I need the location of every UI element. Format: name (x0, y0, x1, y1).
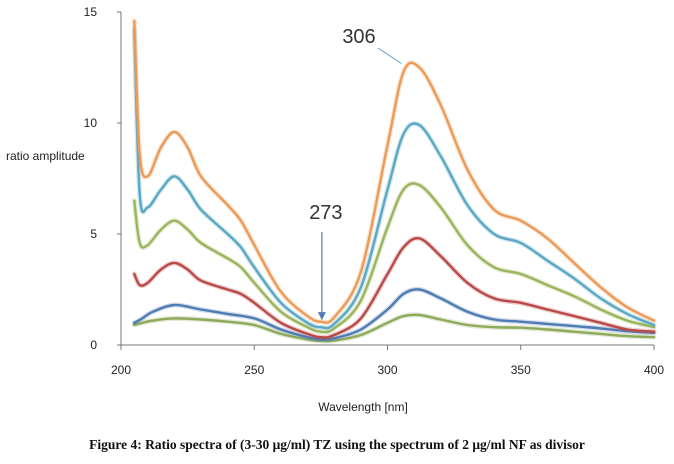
series-layer (131, 18, 657, 344)
y-tick-label: 15 (84, 5, 98, 19)
axes: 200 250 300 350 400 0 5 10 15 (84, 5, 665, 377)
valley-arrow-head (317, 312, 326, 321)
x-tick-label: 350 (511, 363, 531, 377)
series-line (133, 236, 656, 339)
y-tick-label: 5 (90, 227, 97, 241)
series-line (133, 19, 656, 324)
y-axis-label: ratio amplitude (6, 149, 85, 163)
x-tick-label: 300 (377, 363, 397, 377)
series-line (133, 182, 656, 334)
figure-caption: Figure 4: Ratio spectra of (3-30 μg/ml) … (89, 437, 585, 452)
ratio-spectra-chart: 200 250 300 350 400 0 5 10 15 306 273 ratio ampli… (6, 5, 665, 414)
peak-annotation-306: 306 (342, 26, 375, 48)
y-tick-label: 10 (84, 116, 98, 130)
peak-leader-line (377, 47, 402, 64)
x-axis-label: Wavelength [nm] (318, 400, 408, 414)
x-tick-label: 200 (111, 363, 131, 377)
series-line (133, 313, 656, 343)
x-tick-label: 400 (644, 363, 664, 377)
series-line (133, 288, 656, 341)
y-tick-label: 0 (90, 338, 97, 352)
x-tick-label: 250 (244, 363, 264, 377)
valley-annotation-273: 273 (309, 202, 342, 224)
annotation-layer: 306 273 (309, 26, 402, 321)
series-line (133, 28, 656, 330)
